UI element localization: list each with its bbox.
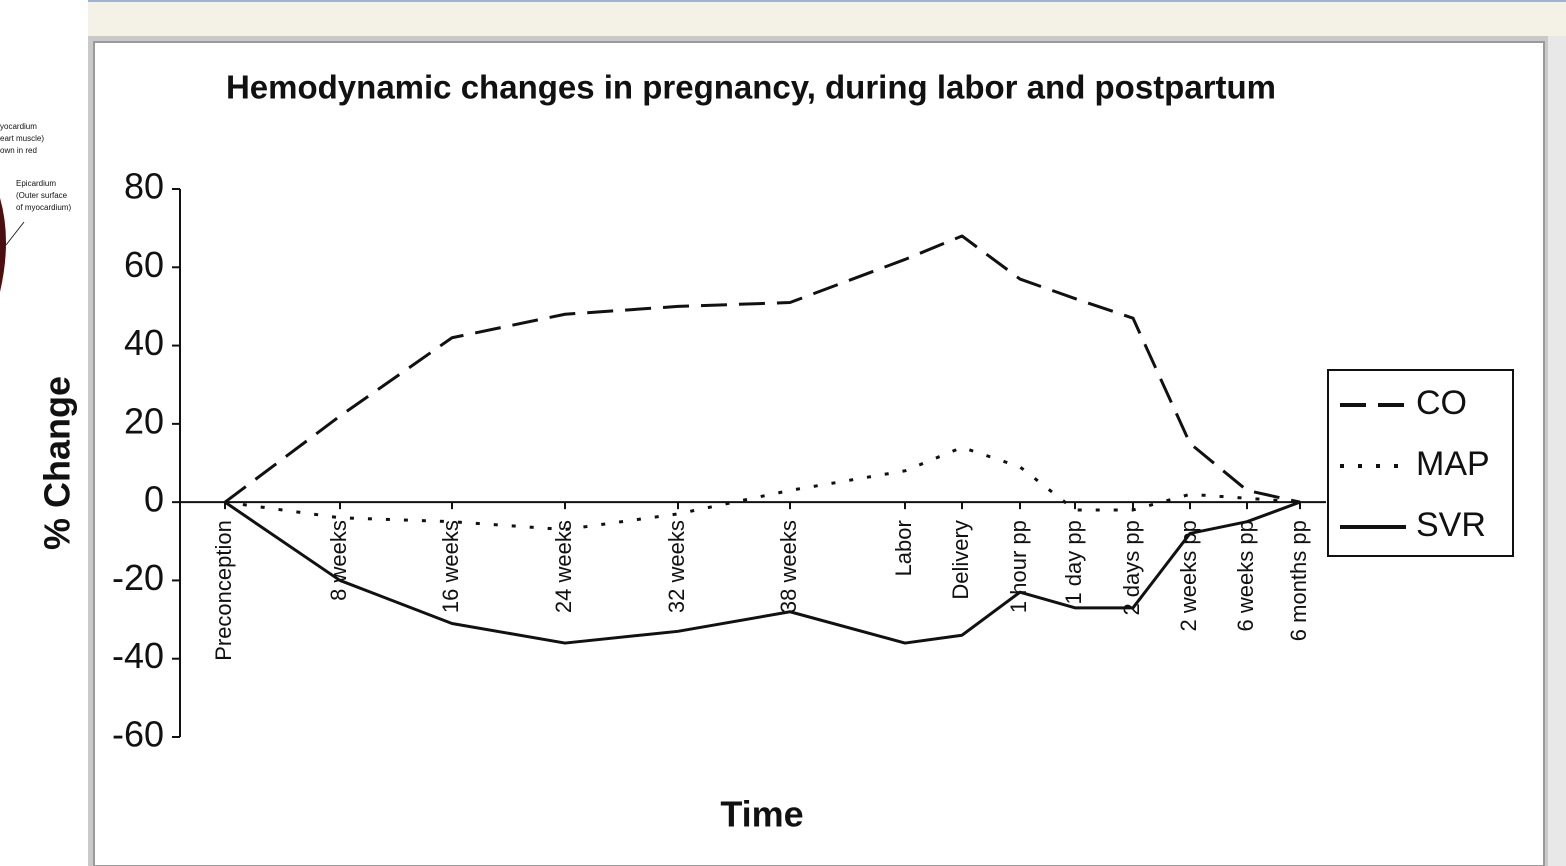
x-tick-label: 32 weeks <box>664 520 689 613</box>
inset-label: Epicardium <box>16 179 56 188</box>
x-tick-label: 6 months pp <box>1286 520 1311 641</box>
inset-image <box>0 0 88 328</box>
x-axis-label: Time <box>720 794 803 835</box>
y-tick-label: 40 <box>124 322 164 363</box>
x-tick-label: Labor <box>891 520 916 576</box>
y-tick-label: -40 <box>112 635 164 676</box>
x-tick-label: 16 weeks <box>438 520 463 613</box>
y-tick-label: 20 <box>124 400 164 441</box>
x-tick-label: 8 weeks <box>326 520 351 601</box>
chart-title: Hemodynamic changes in pregnancy, during… <box>226 69 1276 106</box>
y-axis-label: % Change <box>37 376 78 550</box>
legend-label: CO <box>1416 384 1467 422</box>
x-tick-label: 1 day pp <box>1061 520 1086 604</box>
legend-label: SVR <box>1416 506 1486 544</box>
y-tick-label: -20 <box>112 557 164 598</box>
inset-label: of myocardium) <box>16 203 71 212</box>
inset-label: own in red <box>0 146 37 155</box>
inset-label: yocardium <box>0 122 37 131</box>
page: {"inset": {"labels": ["yocardium", "eart… <box>0 0 1566 866</box>
x-tick-label: 2 days pp <box>1119 520 1144 615</box>
x-tick-label: Preconception <box>211 520 236 661</box>
y-tick-label: 0 <box>144 479 164 520</box>
screen: yocardium eart muscle) own in red Epicar… <box>0 0 1566 866</box>
y-tick-label: -60 <box>112 714 164 755</box>
x-tick-label: Delivery <box>948 520 973 599</box>
chart-panel <box>94 42 1544 866</box>
legend-label: MAP <box>1416 445 1490 483</box>
top-band <box>0 0 1566 36</box>
x-tick-label: 38 weeks <box>776 520 801 613</box>
y-tick-label: 80 <box>124 166 164 207</box>
x-tick-label: 6 weeks pp <box>1233 520 1258 631</box>
right-strip <box>1548 36 1566 866</box>
x-tick-label: 24 weeks <box>551 520 576 613</box>
inset-label: eart muscle) <box>0 134 44 143</box>
inset-label: (Outer surface <box>16 191 68 200</box>
y-tick-label: 60 <box>124 244 164 285</box>
